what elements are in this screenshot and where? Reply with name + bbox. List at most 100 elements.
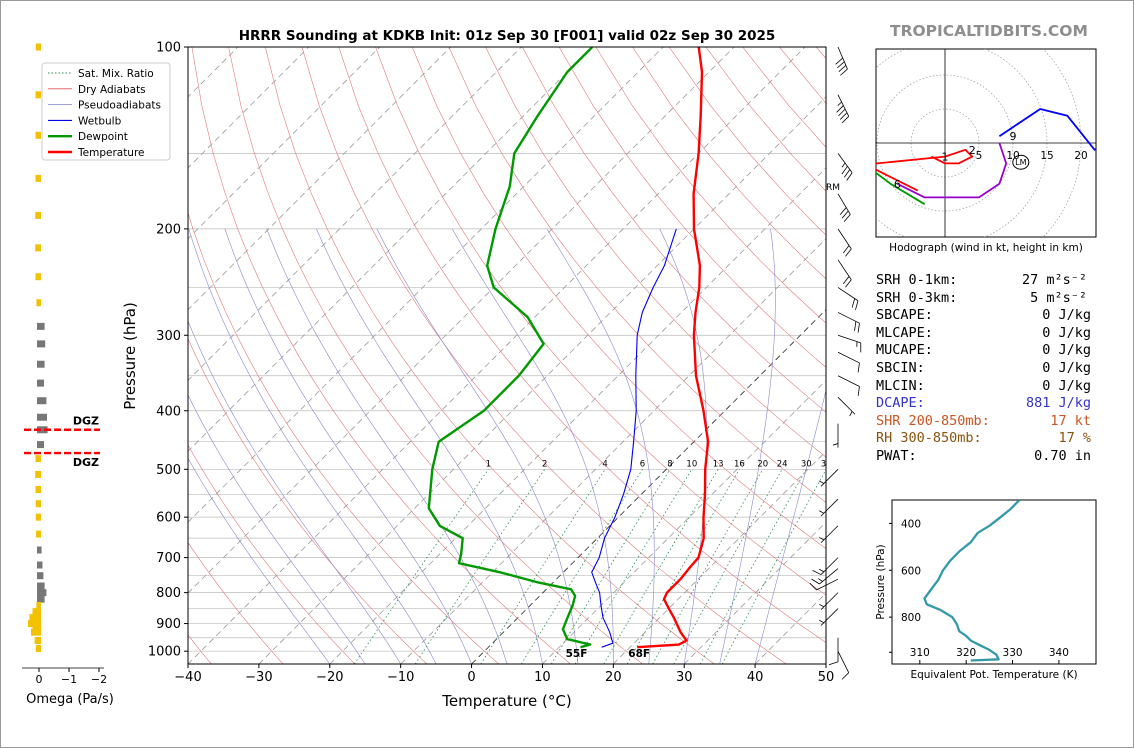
skewt-background-lines: 1 2 4 6 8 10 13 16 20 24 30 36 [188,47,826,664]
omega-bar [37,572,44,580]
dry-adiabat-line [375,47,826,596]
barb-flag [842,276,850,285]
omega-bar [35,486,41,494]
dry-adiabat-line [188,444,356,664]
barb-half-flag [819,510,825,514]
dry-adiabat-line [265,47,715,664]
omega-bar [36,530,41,538]
skewt-plot-border [187,46,827,665]
omega-bar [31,628,41,636]
x-tick-label: 20 [605,670,622,685]
hodograph-ring-label: 5 [976,150,983,162]
dewpoint-profile [427,47,594,649]
barb-flag [842,245,850,254]
omega-bar [37,397,47,405]
pseudoadiabat-line [376,228,579,664]
stat-label: MLCAPE: [876,324,933,341]
barb-flag [857,386,860,396]
x-tick-label: 10 [534,670,551,685]
x-axis-label: Temperature (°C) [441,692,571,710]
wind-barb [819,525,839,544]
surface-temperature-label: 68F [628,648,650,660]
pseudoadiabat-line [451,228,614,664]
stat-value: 0 J/kg [1042,359,1091,376]
y-axis-label: Pressure (hPa) [121,302,139,410]
mixing-ratio-line [721,469,826,664]
mixing-ratio-line [550,469,671,664]
stat-value: 0 J/kg [1042,342,1091,359]
hodograph-ring-label: 15 [1040,150,1053,162]
pseudoadiabat-line [546,228,655,664]
omega-bar [35,500,41,508]
dry-adiabat-line [448,47,826,503]
barb-half-flag [841,162,846,168]
x-tick-label: −20 [316,670,343,685]
wind-barb [819,498,839,517]
wind-barb [837,287,859,311]
hodograph-height-label: 1 [942,151,949,164]
stat-row: MLCAPE: 0 J/kg [876,325,1116,343]
dry-adiabat-line [188,338,428,664]
isotherm-line [329,167,826,664]
skewt-axes: −40 −30 −20 −10 0 10 20 30 40 50 100 200 300 400 500 60… [121,41,840,711]
wind-barb [837,193,851,222]
theta-e-area [923,500,1021,662]
mixing-ratio-label: 2 [542,459,547,469]
hodograph-segment [998,108,1096,151]
mixing-ratio-line [574,469,693,664]
dry-adiabat-line [191,47,571,664]
omega-bar [35,174,41,182]
wind-barb [837,153,853,181]
hodograph-segment [876,148,974,192]
theta-e-y-tick-label: 600 [901,565,921,577]
x-tick-label: 40 [747,670,764,685]
omega-bar [37,546,42,554]
omega-bar [36,299,41,307]
barb-flag [845,279,852,288]
stat-label: MUCAPE: [876,342,933,359]
barb-half-flag [819,480,825,484]
barb-flag [843,214,851,222]
legend-box [41,62,171,161]
wind-barb [837,651,850,680]
omega-bar [37,322,45,330]
chart-title: HRRR Sounding at KDKB Init: 01z Sep 30 [… [239,28,776,44]
wind-barb [837,228,852,257]
barb-half-flag [832,443,839,446]
omega-bar [35,645,41,653]
barb-flag [836,61,845,69]
omega-bar [35,471,41,479]
stat-row: MUCAPE: 0 J/kg [876,342,1116,360]
theta-e-y-tick-label: 800 [901,612,921,624]
mixing-ratio-label: 20 [757,459,768,469]
theta-e-x-tick-label: 330 [1003,647,1023,659]
x-tick-label: 30 [676,670,693,685]
omega-bar [29,614,41,622]
omega-bar [35,91,41,99]
theta-e-x-tick-label: 340 [1049,647,1069,659]
isotherm-line [400,238,826,664]
y-tick-label: 100 [156,41,181,56]
y-tick-label: 700 [156,551,181,566]
dry-adiabat-line [338,47,826,643]
stat-row: DCAPE: 881 J/kg [876,395,1116,413]
dry-adiabat-line [485,47,826,458]
stat-row: SHR 200-850mb: 17 kt [876,413,1116,431]
dry-adiabat-line [558,47,826,368]
theta-e-profile [923,500,1021,662]
hodograph-area: 5 10 15 20 1 2 3 6 9 LM [876,49,1096,237]
y-tick-label: 800 [156,586,181,601]
stat-value: 0 J/kg [1042,307,1091,324]
barb-flag [857,323,860,333]
barb-flag [841,672,850,680]
mixing-ratio-label: 6 [640,459,645,469]
hodograph-height-label: 9 [1010,130,1017,143]
mixing-ratio-line [521,469,643,664]
omega-bar [32,624,41,632]
barb-flag [838,65,847,72]
wind-barb [837,397,856,417]
stat-value: 0 J/kg [1042,324,1091,341]
barb-half-flag [849,411,853,417]
wind-barb [835,46,848,76]
stat-label: PWAT: [876,447,917,464]
